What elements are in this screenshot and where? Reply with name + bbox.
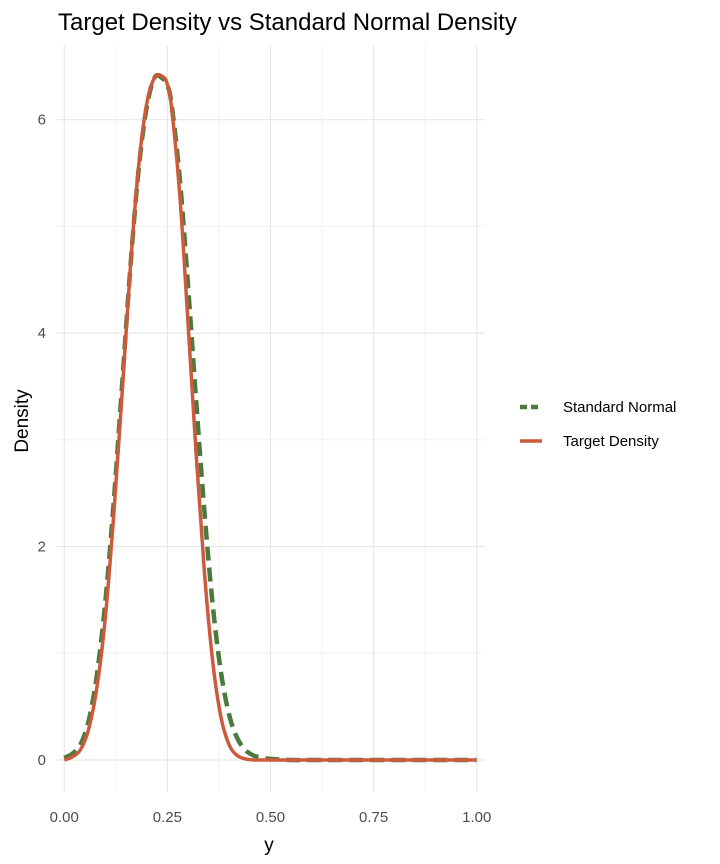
x-tick-label: 0.25 (153, 809, 182, 826)
y-axis-title: Density (12, 389, 33, 453)
legend-item: Target Density (520, 433, 659, 450)
series-layer (63, 72, 477, 763)
y-tick-label: 2 (38, 539, 46, 556)
legend-item: Standard Normal (520, 399, 676, 416)
x-tick-label: 0.75 (359, 809, 388, 826)
x-tick-labels: 0.00 0.25 0.50 0.75 1.00 (50, 809, 492, 826)
legend-label: Standard Normal (563, 399, 676, 416)
x-tick-label: 0.00 (50, 809, 79, 826)
legend-label: Target Density (563, 433, 659, 450)
legend: Standard Normal Target Density (520, 399, 676, 450)
x-tick-label: 0.50 (256, 809, 285, 826)
y-tick-label: 6 (38, 112, 46, 129)
y-tick-labels: 0 2 4 6 (38, 112, 46, 769)
series-line-target-density (63, 72, 477, 762)
x-tick-label: 1.00 (462, 809, 491, 826)
y-tick-label: 0 (38, 752, 46, 769)
chart-title: Target Density vs Standard Normal Densit… (58, 9, 517, 36)
x-axis-title: y (264, 835, 274, 856)
y-tick-label: 4 (38, 325, 46, 342)
